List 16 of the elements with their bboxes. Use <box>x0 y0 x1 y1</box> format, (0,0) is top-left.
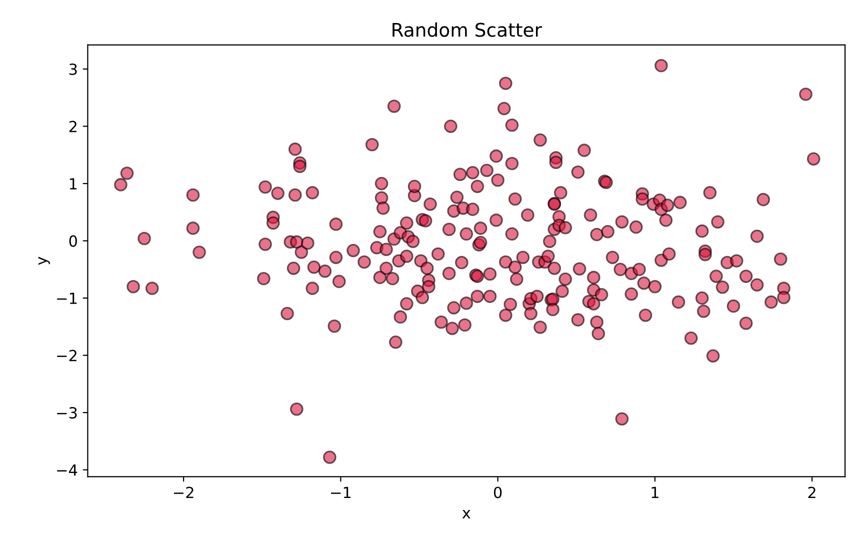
y-tick-label: −4 <box>57 464 78 476</box>
x-tick-label: 1 <box>652 486 658 498</box>
x-tick-label: 0 <box>494 486 502 498</box>
y-tick-label: 0 <box>69 235 77 247</box>
y-tick-label: −3 <box>57 407 77 419</box>
x-tick-label: −2 <box>174 486 194 498</box>
y-tick-label: −1 <box>57 292 77 304</box>
y-tick-label: 3 <box>69 64 77 76</box>
chart-title: Random Scatter <box>392 22 542 37</box>
y-tick-label: 1 <box>70 178 77 190</box>
x-axis-title: x <box>462 510 470 518</box>
y-axis-title: y <box>38 256 50 265</box>
x-tick-label: 2 <box>808 486 816 498</box>
y-tick-label: −2 <box>57 350 76 362</box>
x-tick-label: −1 <box>331 486 351 498</box>
y-tick-label: 2 <box>69 120 76 132</box>
